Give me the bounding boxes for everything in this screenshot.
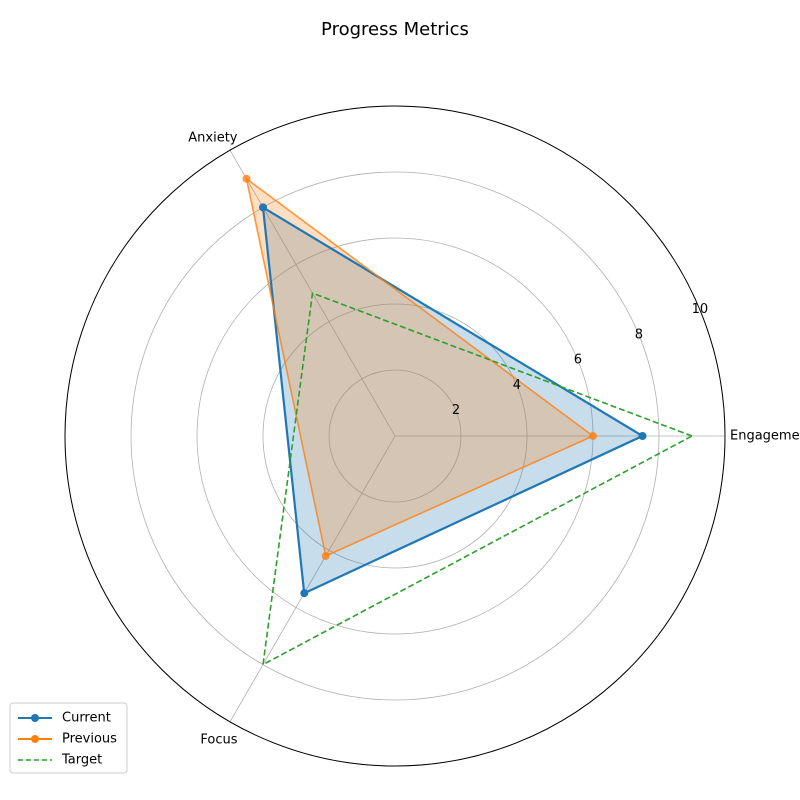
- legend-marker-previous: [31, 735, 39, 743]
- series-line-previous: [245, 178, 594, 557]
- series-fill-layer: [246, 178, 643, 594]
- data-point-current: [300, 589, 309, 598]
- radial-tick-label: 10: [692, 302, 709, 317]
- outer-frame: [64, 105, 726, 767]
- label-layer: 2 4 6 8 10 Engagement Anxiety Focus: [188, 130, 800, 747]
- legend-label-previous: Previous: [62, 732, 117, 747]
- legend-label-target: Target: [61, 753, 102, 768]
- series-fill-current: [263, 207, 643, 594]
- legend: Current Previous Target: [9, 702, 128, 774]
- category-label-focus: Focus: [200, 733, 237, 748]
- legend-box: [9, 702, 128, 774]
- series-line-layer: [242, 174, 693, 666]
- radial-tick-label: 8: [635, 327, 643, 342]
- data-point-previous: [589, 432, 597, 440]
- data-point-previous: [321, 552, 330, 561]
- series-line-current: [261, 206, 644, 595]
- data-point-current: [638, 432, 647, 440]
- legend-marker-current: [31, 714, 39, 722]
- data-point-current: [259, 203, 267, 212]
- radial-tick-label: 4: [513, 378, 521, 393]
- series-line-target: [262, 292, 693, 666]
- axis-spoke: [229, 435, 396, 722]
- data-point-previous: [242, 174, 251, 183]
- chart-title: Progress Metrics: [321, 19, 469, 40]
- category-label-engagement: Engagement: [730, 429, 800, 444]
- legend-label-current: Current: [62, 711, 111, 726]
- grid-layer: [64, 105, 726, 767]
- category-label-anxiety: Anxiety: [188, 130, 238, 145]
- series-fill-previous: [246, 178, 593, 557]
- radial-tick-label: 2: [452, 403, 460, 418]
- radial-tick-label: 6: [574, 353, 582, 368]
